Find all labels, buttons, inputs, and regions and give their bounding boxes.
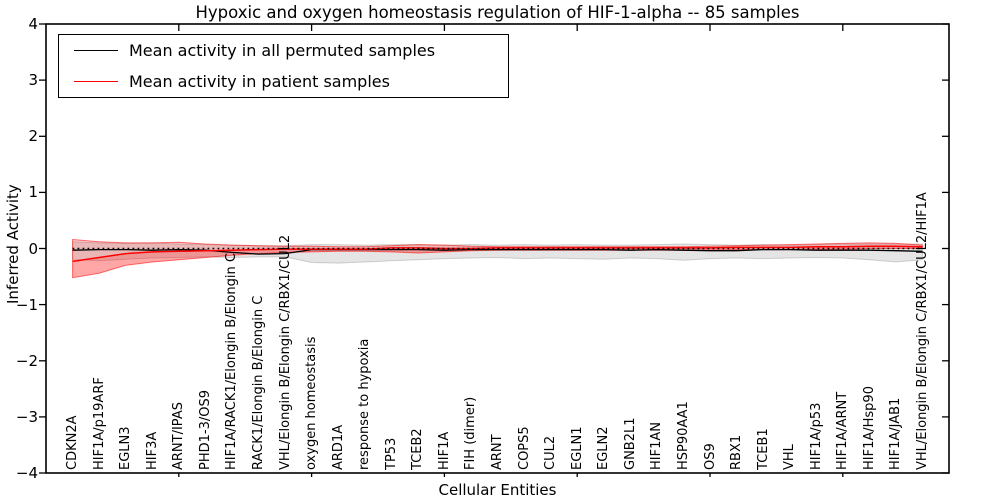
patient-line-swatch	[74, 81, 118, 82]
chart-title: Hypoxic and oxygen homeostasis regulatio…	[195, 3, 800, 22]
x-category-label: EGLN1	[569, 426, 585, 470]
legend-label-permuted: Mean activity in all permuted samples	[129, 41, 436, 60]
x-category-label: HIF1AN	[649, 422, 665, 470]
x-category-label: ARNT/IPAS	[171, 402, 187, 470]
y-tick-label: −4	[15, 464, 38, 482]
x-category-label: VHL/Elongin B/Elongin C/RBX1/CUL2/HIF1A	[914, 192, 930, 470]
patient-mean-line	[72, 245, 923, 263]
x-category-label: HSP90AA1	[675, 401, 691, 470]
x-category-label: HIF1A/RACK1/Elongin B/Elongin C	[224, 253, 240, 470]
x-category-label: VHL/Elongin B/Elongin C/RBX1/CUL2	[277, 234, 293, 470]
x-axis-label: Cellular Entities	[438, 481, 557, 499]
x-category-label: oxygen homeostasis	[304, 336, 320, 470]
y-tick-label: 0	[28, 240, 38, 258]
y-tick-label: −2	[15, 352, 38, 370]
x-category-label: HIF3A	[144, 431, 160, 470]
x-category-label: HIF1A/ARNT	[835, 391, 851, 470]
x-category-label: HIF1A/p53	[808, 402, 824, 470]
x-category-label: EGLN3	[118, 426, 134, 470]
x-category-label: OS9	[702, 443, 718, 470]
x-category-label: HIF1A/p19ARF	[91, 377, 107, 470]
y-tick-label: 4	[28, 15, 38, 33]
y-tick-label: 2	[28, 127, 38, 145]
x-category-label: VHL	[782, 444, 798, 470]
x-category-label: PHD1-3/OS9	[197, 390, 213, 470]
x-category-label: RACK1/Elongin B/Elongin C	[251, 295, 266, 470]
x-category-label: EGLN2	[596, 426, 612, 470]
x-category-label: HIF1A/Hsp90	[861, 386, 877, 470]
y-tick-label: −3	[15, 408, 38, 426]
permuted-line-swatch	[74, 50, 118, 51]
x-category-label: TCEB2	[410, 428, 426, 470]
x-category-label: COPS5	[516, 426, 532, 470]
x-category-label: TCEB1	[755, 428, 771, 470]
x-category-label: response to hypoxia	[357, 338, 373, 470]
x-category-label: TP53	[383, 437, 399, 470]
x-category-label: HIF1A	[436, 431, 452, 470]
legend: Mean activity in all permuted samples Me…	[58, 34, 509, 98]
permuted-std-band	[72, 241, 923, 264]
y-tick-label: 3	[28, 71, 38, 89]
y-tick-label: −1	[15, 296, 38, 314]
x-category-label: RBX1	[729, 434, 744, 470]
legend-entry-permuted: Mean activity in all permuted samples	[59, 38, 508, 64]
x-category-label: ARD1A	[330, 424, 346, 470]
y-tick-label: 1	[28, 183, 38, 201]
x-category-label: CDKN2A	[65, 415, 81, 470]
x-category-label: ARNT	[490, 434, 505, 470]
x-category-label: CUL2	[543, 435, 559, 470]
x-category-label: HIF1A/JAB1	[888, 397, 904, 470]
legend-label-patient: Mean activity in patient samples	[129, 72, 390, 91]
x-category-label: FIH (dimer)	[463, 396, 479, 470]
x-category-label: GNB2L1	[622, 417, 638, 470]
legend-entry-patient: Mean activity in patient samples	[59, 69, 508, 95]
